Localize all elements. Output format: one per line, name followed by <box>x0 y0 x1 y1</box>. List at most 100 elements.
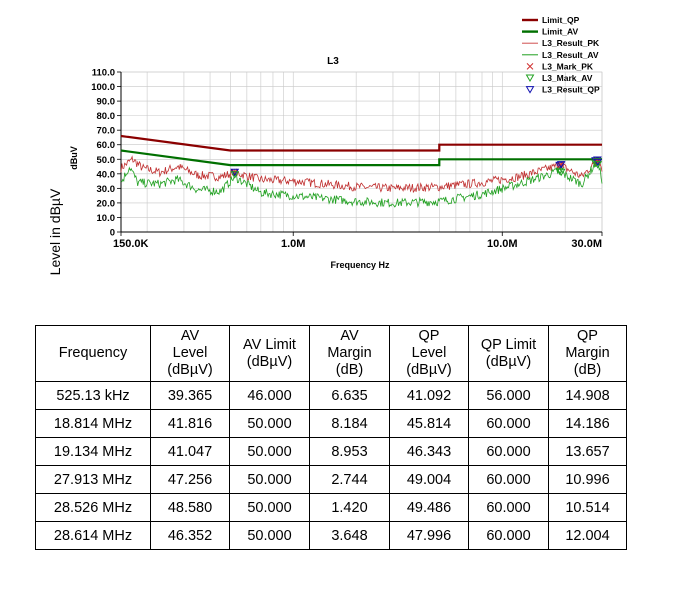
table-cell: 1.420 <box>309 493 390 522</box>
table-cell: 50.000 <box>229 465 310 494</box>
table-row: 18.814 MHz 41.816 50.000 8.184 45.814 60.000 1… <box>35 409 627 438</box>
table-cell: 50.000 <box>229 409 310 438</box>
x-tick-label: 10.0M <box>487 238 518 250</box>
y-tick-label: 90.0 <box>97 97 116 108</box>
legend-label: L3_Mark_PK <box>542 61 594 71</box>
table-cell: 6.635 <box>309 381 390 410</box>
table-cell: 12.004 <box>548 521 627 550</box>
legend-swatch <box>525 74 535 82</box>
table-cell: 41.047 <box>150 437 230 466</box>
table-cell: 13.657 <box>548 437 627 466</box>
table-cell: 46.343 <box>389 437 469 466</box>
y-tick-label: 0 <box>110 228 115 239</box>
table-header-text: Frequency <box>58 345 128 361</box>
result-qp-triangle-marker <box>593 158 603 167</box>
table-header-cell: AV Limit (dBµV) <box>229 325 310 382</box>
y-tick-label: 30.0 <box>97 184 116 195</box>
series-line-limit-qp <box>120 134 602 152</box>
table-header-text: (dBµV) <box>406 362 452 378</box>
table-cell: 46.352 <box>150 521 230 550</box>
legend-label: Limit_QP <box>542 15 580 25</box>
results-table: Frequency AV Level (dBµV) AV Limit (dBµV) AV Ma… <box>35 325 627 550</box>
table-header-text: (dB) <box>335 362 364 378</box>
table-header-text: AV <box>180 328 200 344</box>
mark-av-triangle-marker <box>593 161 603 169</box>
table-cell: 525.13 kHz <box>35 381 151 410</box>
result-qp-triangle-marker <box>556 161 566 169</box>
table-header-cell: QP Limit (dBµV) <box>468 325 549 382</box>
table-cell: 8.184 <box>309 409 390 438</box>
emi-chart: L3 dBuV Level in dBµV Frequency Hz 0 10.0… <box>0 0 679 290</box>
table-cell: 47.996 <box>389 521 469 550</box>
table-cell: 27.913 MHz <box>35 465 151 494</box>
table-cell: 8.953 <box>309 437 390 466</box>
table-cell: 28.526 MHz <box>35 493 151 522</box>
y-tick-label: 40.0 <box>97 169 116 180</box>
table-cell: 39.365 <box>150 381 230 410</box>
table-header-text: Level <box>411 345 447 361</box>
table-cell: 28.614 MHz <box>35 521 151 550</box>
legend-swatch <box>526 63 534 70</box>
table-header-cell: Frequency <box>35 325 151 382</box>
table-header-cell: QP Margin (dB) <box>548 325 627 382</box>
table-cell: 10.514 <box>548 493 627 522</box>
table-header-text: Margin <box>565 345 610 361</box>
table-cell: 60.000 <box>468 437 549 466</box>
emi-chart-svg: L3 dBuV Level in dBµV Frequency Hz 0 10.0… <box>47 15 603 275</box>
table-header-cell: QP Level (dBµV) <box>389 325 469 382</box>
table-header-cell: AV Margin (dB) <box>309 325 390 382</box>
table-header-text: Level <box>172 345 208 361</box>
legend-label: L3_Result_AV <box>542 50 599 60</box>
table-cell: 50.000 <box>229 521 310 550</box>
table-cell: 56.000 <box>468 381 549 410</box>
table-cell: 18.814 MHz <box>35 409 151 438</box>
chart-axes: 0 10.0 20.0 30.0 40.0 50.0 60.0 70.0 80.0 90.0 100… <box>91 68 603 250</box>
table-header-text: (dB) <box>573 362 602 378</box>
table-cell: 19.134 MHz <box>35 437 151 466</box>
legend-swatch <box>525 86 535 94</box>
table-cell: 41.816 <box>150 409 230 438</box>
mark-pk-x-marker <box>557 161 565 168</box>
plot-area <box>120 71 603 233</box>
y-tick-label: 100.0 <box>91 82 115 93</box>
y-tick-label: 80.0 <box>97 111 116 122</box>
table-header-text: Margin <box>327 345 372 361</box>
table-header-text: AV Limit <box>243 336 296 353</box>
table-cell: 10.996 <box>548 465 627 494</box>
table-cell: 60.000 <box>468 521 549 550</box>
y-axis-label: Level in dBµV <box>47 188 63 275</box>
series-line-l3-result-av <box>120 159 603 209</box>
x-tick-label: 150.0K <box>113 238 149 250</box>
x-tick-label: 1.0M <box>281 238 305 250</box>
chart-series <box>120 134 603 209</box>
table-cell: 60.000 <box>468 493 549 522</box>
table-cell: 50.000 <box>229 437 310 466</box>
table-cell: 41.092 <box>389 381 469 410</box>
results-table-container: Frequency AV Level (dBµV) AV Limit (dBµV) AV Ma… <box>35 325 627 550</box>
chart-grid <box>120 71 603 233</box>
x-tick-label: 30.0M <box>571 238 602 250</box>
legend-label: L3_Mark_AV <box>542 73 593 83</box>
table-body: 525.13 kHz 39.365 46.000 6.635 41.092 56.000 1… <box>35 381 627 550</box>
y-tick-label: 60.0 <box>97 140 116 151</box>
table-cell: 47.256 <box>150 465 230 494</box>
table-cell: 60.000 <box>468 465 549 494</box>
legend-label: L3_Result_PK <box>542 38 600 48</box>
table-cell: 45.814 <box>389 409 469 438</box>
y-tick-label: 50.0 <box>97 155 116 166</box>
table-header-text: QP Limit <box>480 336 537 353</box>
table-cell: 3.648 <box>309 521 390 550</box>
y-axis-unit-label: dBuV <box>69 146 79 170</box>
mark-av-triangle-marker <box>556 168 566 177</box>
y-tick-label: 70.0 <box>97 126 116 137</box>
table-cell: 50.000 <box>229 493 310 522</box>
table-row: 28.614 MHz 46.352 50.000 3.648 47.996 60.000 1… <box>35 521 627 550</box>
table-header-text: (dBµV) <box>167 362 213 378</box>
table-cell: 14.908 <box>548 381 627 410</box>
table-cell: 14.186 <box>548 409 627 438</box>
table-cell: 60.000 <box>468 409 549 438</box>
table-cell: 49.486 <box>389 493 469 522</box>
table-header-text: (dBµV) <box>246 353 293 370</box>
legend-label: Limit_AV <box>542 27 579 37</box>
